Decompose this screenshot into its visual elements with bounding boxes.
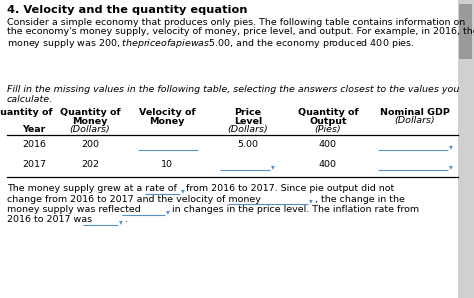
Text: Quantity of: Quantity of bbox=[0, 108, 52, 117]
Text: 400: 400 bbox=[319, 160, 337, 169]
Text: change from 2016 to 2017 and the velocity of money: change from 2016 to 2017 and the velocit… bbox=[7, 195, 261, 204]
Text: Consider a simple economy that produces only pies. The following table contains : Consider a simple economy that produces … bbox=[7, 18, 465, 27]
Bar bbox=[459, 4, 472, 59]
Text: 200: 200 bbox=[81, 140, 99, 149]
Text: ▾: ▾ bbox=[309, 196, 313, 206]
Text: Money: Money bbox=[73, 117, 108, 125]
Text: Velocity of: Velocity of bbox=[139, 108, 195, 117]
Text: Output: Output bbox=[309, 117, 347, 125]
Text: 2016: 2016 bbox=[22, 140, 46, 149]
Text: 2017: 2017 bbox=[22, 160, 46, 169]
Text: ▾: ▾ bbox=[119, 218, 123, 226]
Text: (Dollars): (Dollars) bbox=[395, 117, 436, 125]
Text: Nominal GDP: Nominal GDP bbox=[380, 108, 450, 117]
Text: Year: Year bbox=[22, 125, 46, 134]
Text: 2016 to 2017 was: 2016 to 2017 was bbox=[7, 215, 92, 224]
Text: Quantity of: Quantity of bbox=[60, 108, 120, 117]
Text: 5.00: 5.00 bbox=[237, 140, 258, 149]
Text: from 2016 to 2017. Since pie output did not: from 2016 to 2017. Since pie output did … bbox=[186, 184, 394, 193]
Text: ▾: ▾ bbox=[166, 207, 170, 216]
Text: ▾: ▾ bbox=[181, 186, 185, 195]
Text: 4. Velocity and the quantity equation: 4. Velocity and the quantity equation bbox=[7, 5, 247, 15]
Text: Fill in the missing values in the following table, selecting the answers closest: Fill in the missing values in the follow… bbox=[7, 85, 459, 94]
Text: Level: Level bbox=[234, 117, 262, 125]
Text: .: . bbox=[125, 215, 128, 224]
Text: Price: Price bbox=[235, 108, 262, 117]
Text: ▾: ▾ bbox=[449, 142, 453, 151]
Bar bbox=[458, 0, 474, 298]
Text: (Dollars): (Dollars) bbox=[70, 125, 110, 134]
Text: ▾: ▾ bbox=[449, 162, 453, 171]
Text: calculate.: calculate. bbox=[7, 94, 53, 103]
Text: 10: 10 bbox=[161, 160, 173, 169]
Text: (Pies): (Pies) bbox=[315, 125, 341, 134]
Text: , the change in the: , the change in the bbox=[315, 195, 405, 204]
Text: 400: 400 bbox=[319, 140, 337, 149]
Text: money supply was $200, the price of a pie was $5.00, and the economy produced 40: money supply was $200, the price of a pi… bbox=[7, 37, 415, 50]
Text: the economy's money supply, velocity of money, price level, and output. For exam: the economy's money supply, velocity of … bbox=[7, 27, 474, 36]
Text: money supply was reflected: money supply was reflected bbox=[7, 205, 141, 214]
Text: ▾: ▾ bbox=[271, 162, 275, 171]
Text: Money: Money bbox=[149, 117, 185, 125]
Text: in changes in the price level. The inflation rate from: in changes in the price level. The infla… bbox=[172, 205, 419, 214]
Text: Quantity of: Quantity of bbox=[298, 108, 358, 117]
Text: (Dollars): (Dollars) bbox=[228, 125, 268, 134]
Text: The money supply grew at a rate of: The money supply grew at a rate of bbox=[7, 184, 177, 193]
Text: 202: 202 bbox=[81, 160, 99, 169]
